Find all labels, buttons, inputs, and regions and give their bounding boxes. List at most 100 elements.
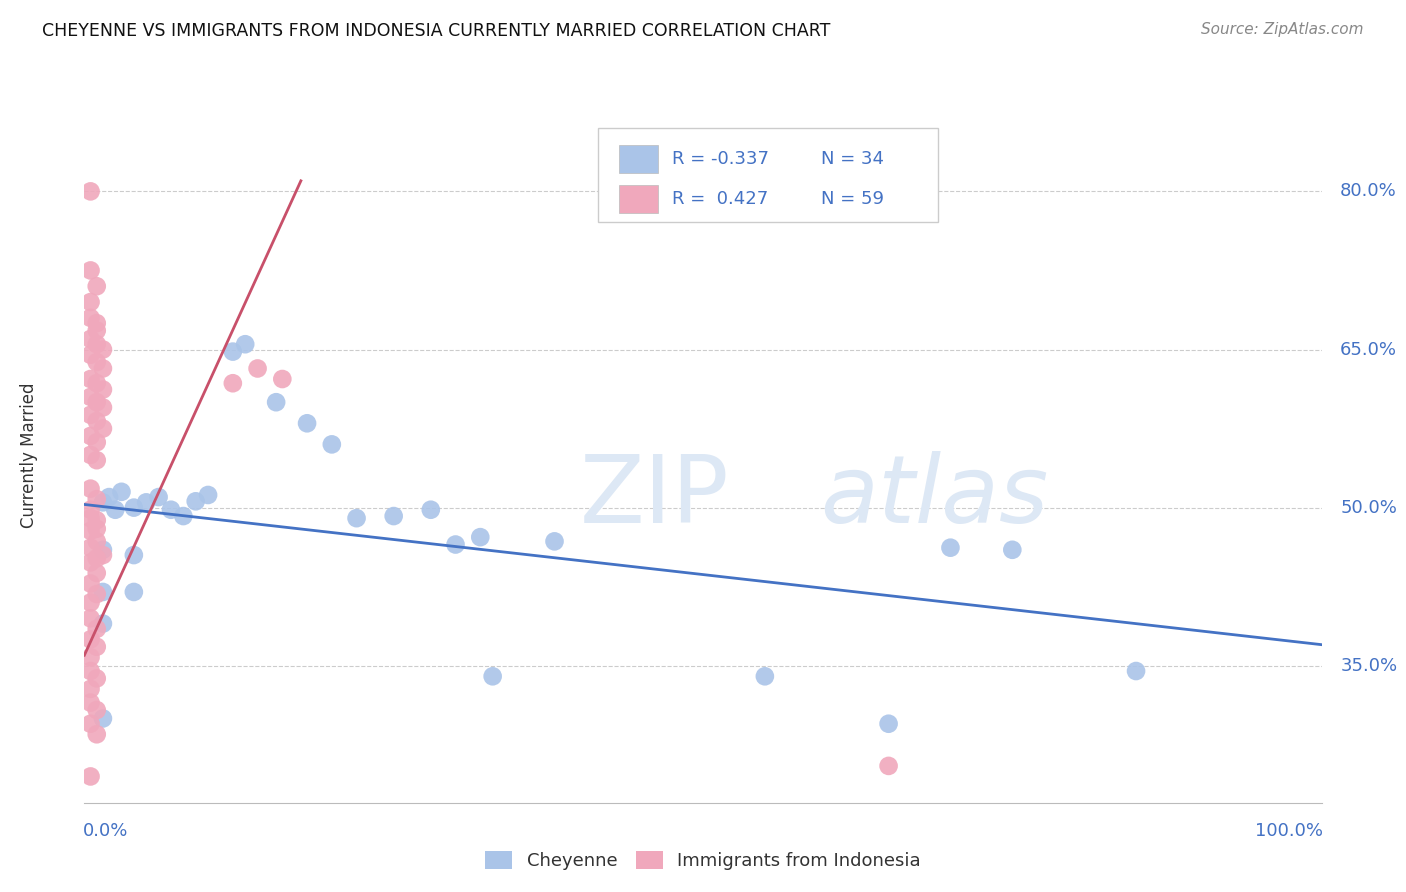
Point xyxy=(222,376,245,391)
Point xyxy=(122,585,145,599)
Text: atlas: atlas xyxy=(821,451,1049,542)
Point xyxy=(1001,542,1024,557)
Point xyxy=(79,502,101,516)
Text: 100.0%: 100.0% xyxy=(1256,822,1323,839)
Point xyxy=(1125,664,1147,678)
Point xyxy=(939,541,962,555)
Point xyxy=(122,548,145,562)
Point xyxy=(79,696,101,710)
Point xyxy=(110,484,132,499)
Text: Currently Married: Currently Married xyxy=(20,382,38,528)
Point xyxy=(79,769,101,783)
Point xyxy=(86,279,108,293)
Point xyxy=(246,361,269,376)
Point xyxy=(470,530,492,544)
Point xyxy=(346,511,368,525)
Point xyxy=(98,490,121,504)
Point xyxy=(172,509,194,524)
Point xyxy=(79,429,101,443)
Text: 0.0%: 0.0% xyxy=(83,822,128,839)
Point xyxy=(86,435,108,450)
Point xyxy=(79,408,101,422)
Text: CHEYENNE VS IMMIGRANTS FROM INDONESIA CURRENTLY MARRIED CORRELATION CHART: CHEYENNE VS IMMIGRANTS FROM INDONESIA CU… xyxy=(42,22,831,40)
Point xyxy=(222,344,245,359)
Point xyxy=(184,494,207,508)
Point xyxy=(86,622,108,636)
Point xyxy=(79,716,101,731)
Point xyxy=(79,595,101,609)
Point xyxy=(419,502,441,516)
Point xyxy=(91,361,114,376)
Point xyxy=(197,488,219,502)
Point xyxy=(91,542,114,557)
Point xyxy=(91,585,114,599)
Point xyxy=(295,417,318,431)
Bar xyxy=(619,145,658,173)
Point xyxy=(135,495,157,509)
Text: R =  0.427: R = 0.427 xyxy=(672,190,768,208)
Point xyxy=(382,509,405,524)
Point xyxy=(86,727,108,741)
Point xyxy=(444,537,467,551)
Point xyxy=(321,437,343,451)
Point xyxy=(86,355,108,369)
Point xyxy=(79,556,101,570)
Point xyxy=(79,372,101,386)
Point xyxy=(91,383,114,397)
Point xyxy=(86,376,108,391)
Point xyxy=(79,390,101,404)
Text: N = 34: N = 34 xyxy=(821,150,883,169)
Text: Source: ZipAtlas.com: Source: ZipAtlas.com xyxy=(1201,22,1364,37)
Point xyxy=(91,711,114,725)
Text: 35.0%: 35.0% xyxy=(1340,657,1398,674)
Point xyxy=(86,566,108,580)
Point xyxy=(86,337,108,351)
Point xyxy=(79,576,101,591)
Point xyxy=(79,511,101,525)
Point xyxy=(86,703,108,717)
Point xyxy=(86,587,108,601)
Point xyxy=(79,310,101,325)
Legend: Cheyenne, Immigrants from Indonesia: Cheyenne, Immigrants from Indonesia xyxy=(478,844,928,877)
Point xyxy=(86,492,108,507)
Point xyxy=(160,502,183,516)
Point xyxy=(86,551,108,566)
Point xyxy=(264,395,287,409)
Text: 50.0%: 50.0% xyxy=(1340,499,1398,516)
Point xyxy=(877,716,900,731)
Point xyxy=(79,681,101,696)
Text: N = 59: N = 59 xyxy=(821,190,883,208)
Point xyxy=(233,337,256,351)
Point xyxy=(79,482,101,496)
Point xyxy=(86,534,108,549)
FancyBboxPatch shape xyxy=(598,128,938,222)
Point xyxy=(79,295,101,310)
Point xyxy=(271,372,294,386)
Text: ZIP: ZIP xyxy=(579,450,728,542)
Point xyxy=(91,616,114,631)
Point xyxy=(79,348,101,362)
Text: 65.0%: 65.0% xyxy=(1340,341,1398,359)
Point xyxy=(79,332,101,346)
Point xyxy=(79,664,101,678)
Bar xyxy=(619,186,658,213)
Point xyxy=(86,513,108,527)
Point xyxy=(79,632,101,647)
Point xyxy=(754,669,776,683)
Point xyxy=(79,185,101,199)
Point xyxy=(91,495,114,509)
Point xyxy=(79,650,101,665)
Point xyxy=(86,395,108,409)
Point xyxy=(86,324,108,338)
Point xyxy=(86,316,108,330)
Point xyxy=(122,500,145,515)
Text: R = -0.337: R = -0.337 xyxy=(672,150,769,169)
Point xyxy=(148,490,170,504)
Point xyxy=(79,263,101,277)
Point xyxy=(79,448,101,462)
Point xyxy=(481,669,503,683)
Point xyxy=(86,672,108,686)
Text: 80.0%: 80.0% xyxy=(1340,182,1398,201)
Point xyxy=(91,401,114,415)
Point xyxy=(91,421,114,435)
